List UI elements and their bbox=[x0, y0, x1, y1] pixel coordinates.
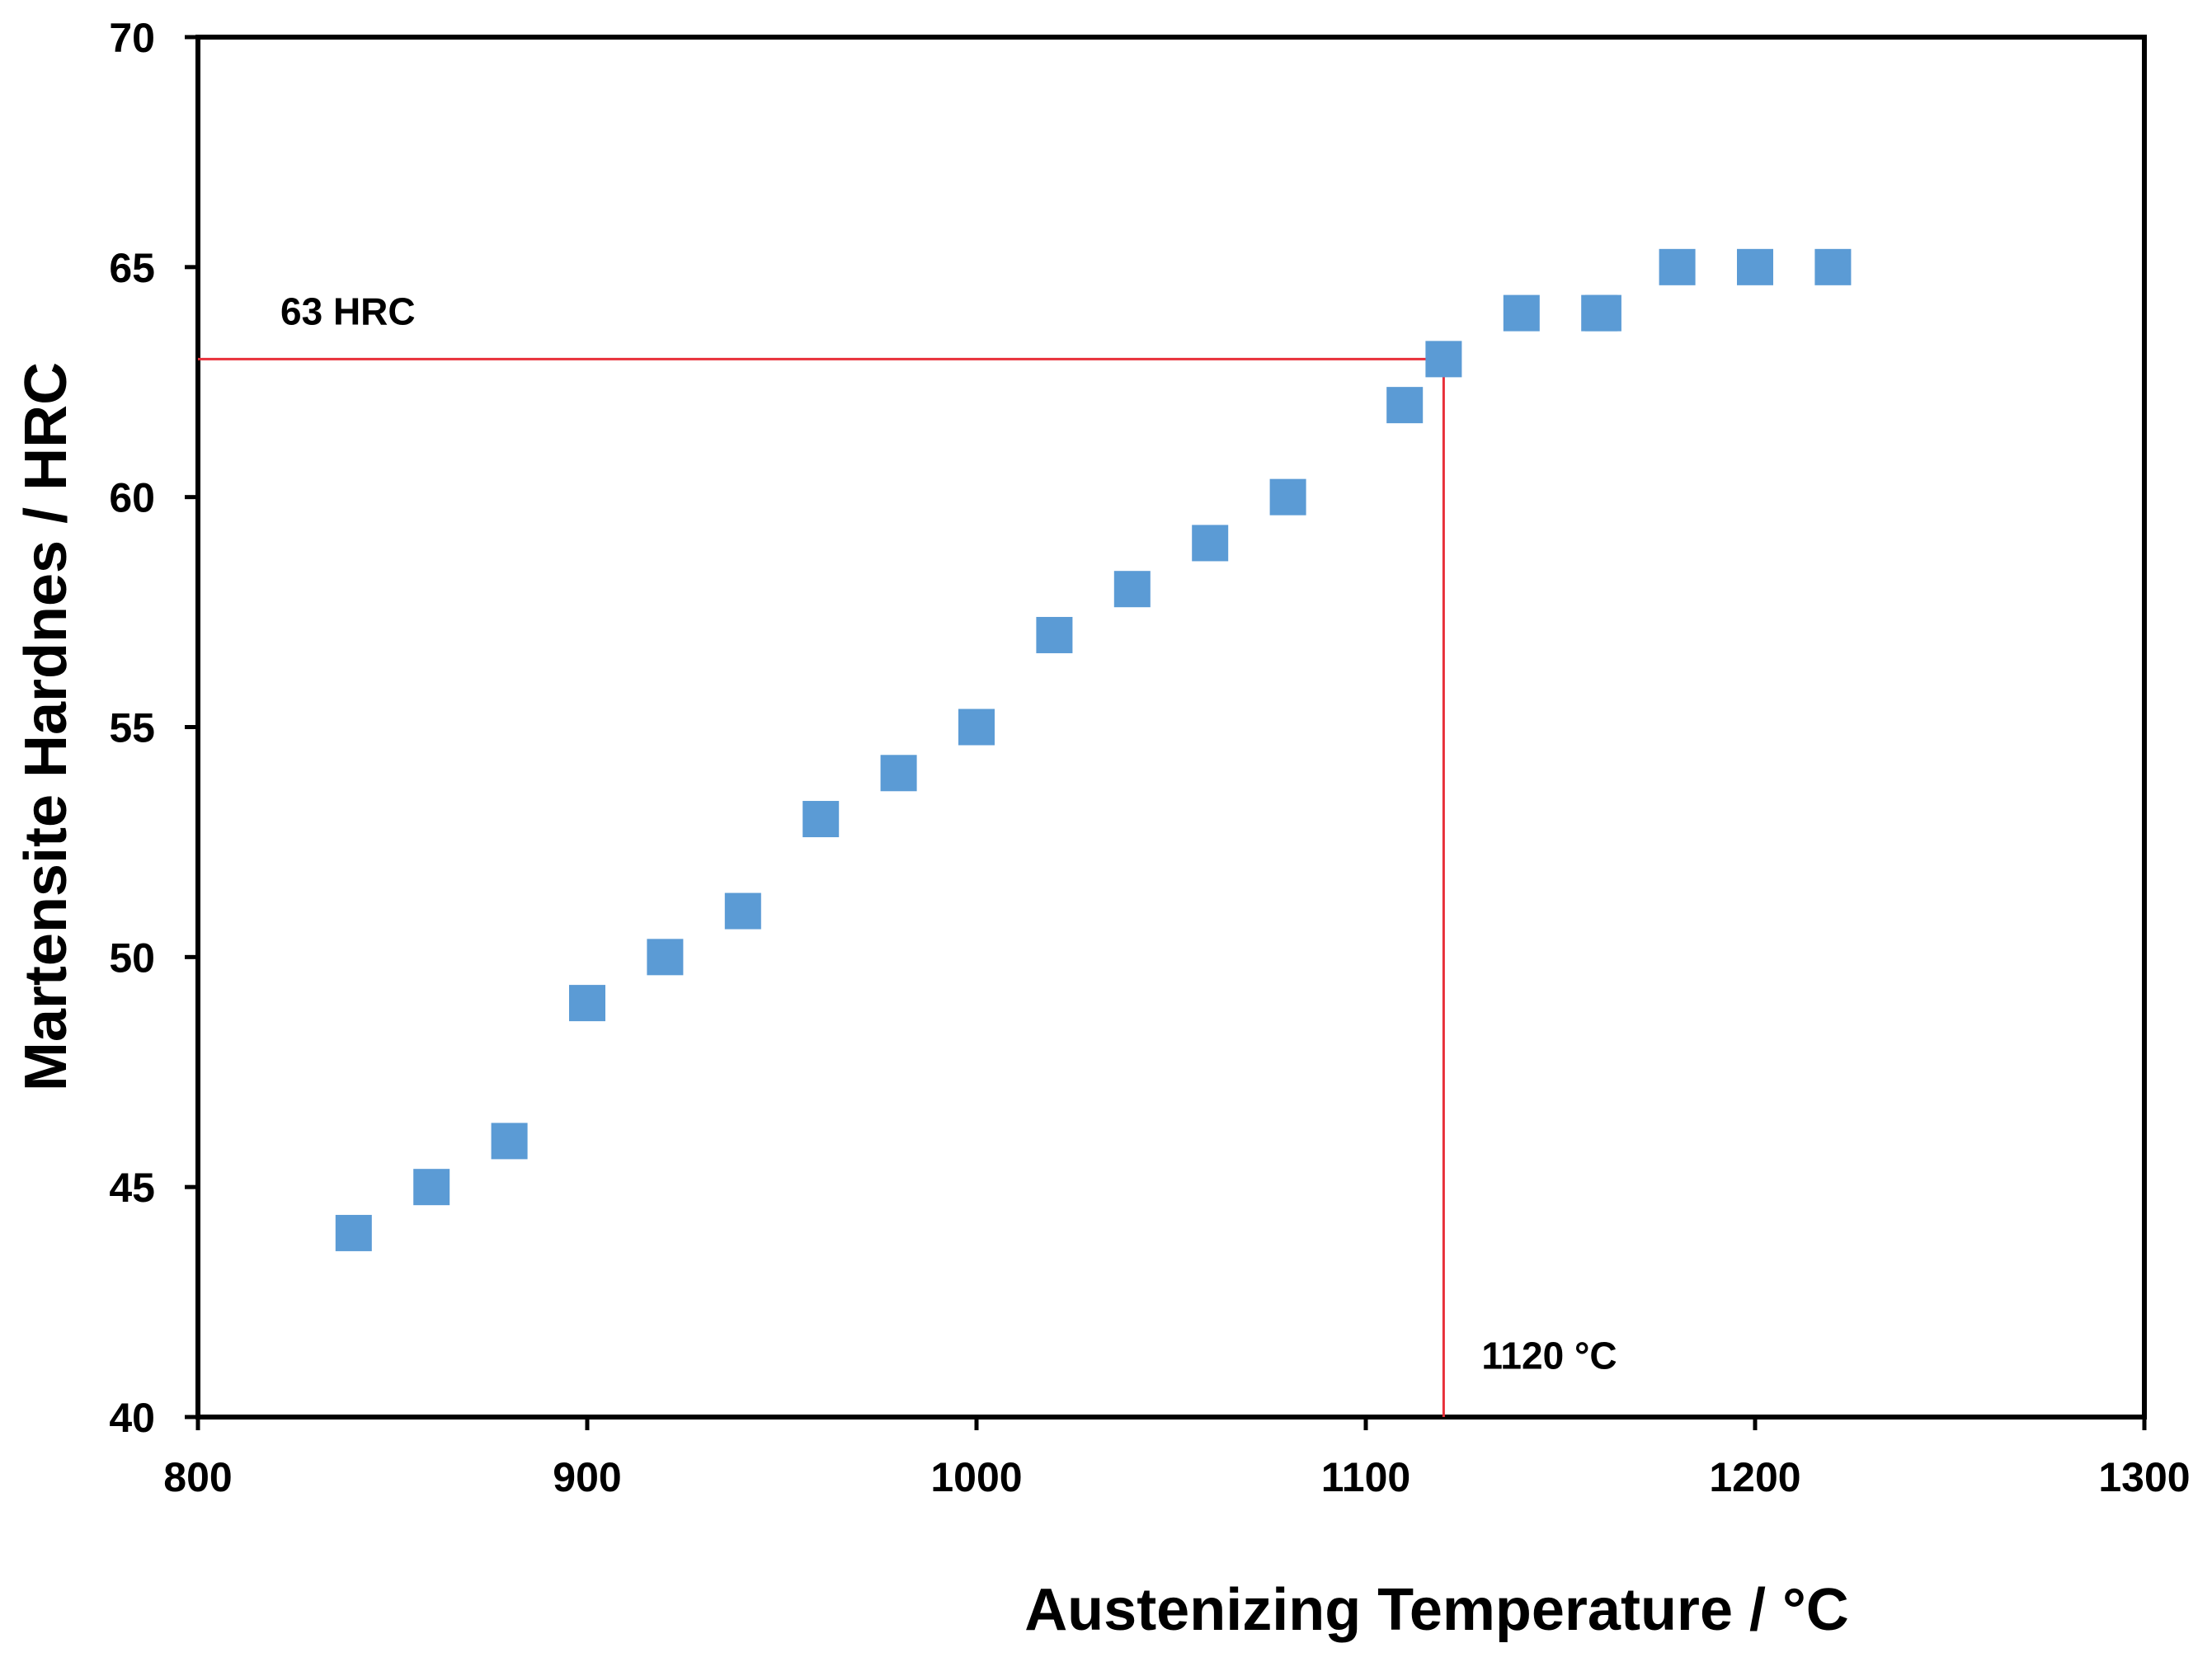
x-tick-label: 1100 bbox=[1321, 1454, 1410, 1500]
data-point bbox=[1737, 248, 1773, 285]
y-tick-label: 70 bbox=[109, 15, 155, 61]
data-point bbox=[1503, 294, 1540, 332]
data-point bbox=[1036, 616, 1073, 653]
data-point bbox=[491, 1123, 528, 1160]
annotations: 63 HRC 1120 °C bbox=[280, 290, 1617, 1377]
y-tick-label: 60 bbox=[109, 475, 155, 521]
y-tick-label: 45 bbox=[109, 1165, 155, 1211]
data-point bbox=[958, 709, 995, 746]
x-tick-label: 1200 bbox=[1709, 1454, 1800, 1500]
y-axis-title: Martensite Hardnes / HRC bbox=[13, 362, 79, 1091]
y-tick-label: 50 bbox=[109, 935, 155, 981]
x-tick-label: 1000 bbox=[930, 1454, 1022, 1500]
data-point bbox=[1814, 248, 1852, 285]
reference-lines bbox=[198, 357, 1445, 1417]
data-point bbox=[802, 801, 840, 838]
data-point bbox=[1425, 341, 1462, 378]
data-point bbox=[724, 892, 761, 930]
data-point bbox=[413, 1169, 450, 1206]
data-point bbox=[1584, 294, 1621, 332]
data-point bbox=[569, 985, 605, 1022]
data-point bbox=[647, 939, 684, 976]
y-tick-label: 65 bbox=[109, 245, 155, 291]
x-axis-title: Austenizing Temperature / °C bbox=[1024, 1577, 1849, 1643]
temperature-annotation-label: 1120 °C bbox=[1481, 1334, 1617, 1377]
data-point bbox=[1269, 478, 1306, 516]
x-tick-label: 800 bbox=[163, 1454, 232, 1500]
data-point bbox=[880, 755, 917, 792]
y-axis-ticks: 40 45 50 55 60 65 70 bbox=[109, 15, 198, 1441]
y-tick-label: 40 bbox=[109, 1395, 155, 1441]
data-point bbox=[1113, 571, 1151, 608]
x-axis-ticks: 800 900 1000 1100 1200 1300 bbox=[163, 1417, 2191, 1500]
x-tick-label: 1300 bbox=[2098, 1454, 2190, 1500]
data-point bbox=[335, 1214, 372, 1251]
plot-area-frame bbox=[195, 35, 2147, 1420]
data-point bbox=[1192, 525, 1229, 562]
y-tick-label: 55 bbox=[109, 705, 155, 751]
data-point bbox=[1659, 248, 1696, 285]
data-points bbox=[335, 248, 1852, 1251]
data-point bbox=[1386, 387, 1424, 424]
x-tick-label: 900 bbox=[553, 1454, 621, 1500]
hardness-annotation-label: 63 HRC bbox=[280, 290, 416, 332]
